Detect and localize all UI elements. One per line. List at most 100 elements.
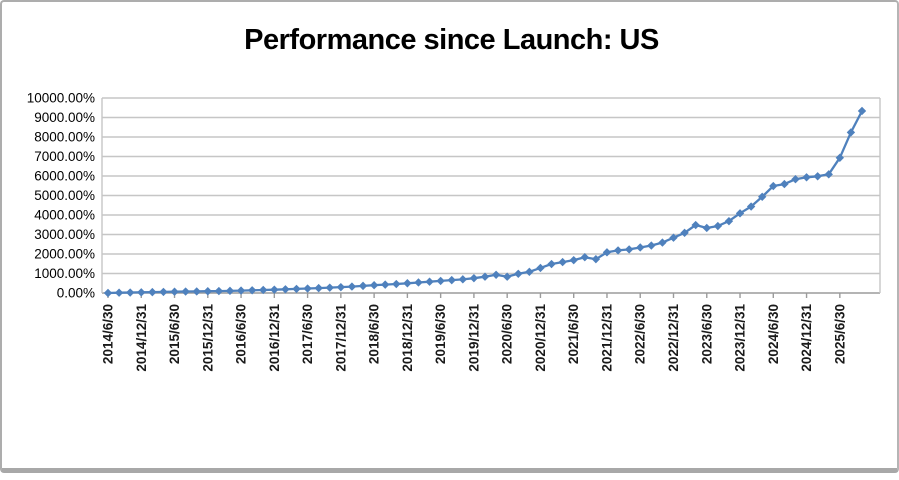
x-axis-tick-label: 2017/6/30: [300, 304, 315, 364]
data-point-marker: [724, 216, 734, 226]
data-point-marker: [624, 245, 634, 254]
series-line: [107, 110, 864, 295]
chart-title: Performance since Launch: US: [244, 24, 659, 56]
y-axis-tick-label: 8000.00%: [34, 130, 95, 145]
data-point-marker: [813, 172, 822, 181]
x-axis-tick-label: 2020/12/31: [533, 304, 548, 372]
data-point-marker: [347, 282, 357, 291]
x-axis-tick-label: 2019/12/31: [466, 304, 481, 372]
data-point-marker: [480, 272, 490, 281]
y-axis-tick-label: 6000.00%: [34, 169, 95, 184]
data-point-marker: [148, 287, 157, 297]
data-point-marker: [469, 273, 479, 283]
x-axis-tick-label: 2024/6/30: [766, 304, 781, 364]
x-axis-tick-label: 2019/6/30: [433, 304, 448, 364]
data-point-marker: [580, 253, 589, 262]
x-axis-tick-label: 2021/6/30: [566, 304, 581, 364]
y-axis-tick-label: 3000.00%: [34, 227, 95, 242]
x-axis-tick-label: 2016/12/31: [267, 304, 282, 372]
x-axis-tick-label: 2022/6/30: [633, 304, 648, 364]
data-point-marker: [735, 209, 745, 218]
y-axis-tick-label: 7000.00%: [34, 149, 95, 164]
data-point-marker: [403, 279, 412, 288]
data-point-marker: [491, 270, 501, 279]
data-point-marker: [647, 241, 656, 250]
data-point-marker: [392, 279, 401, 289]
x-axis-tick-label: 2025/6/30: [832, 304, 847, 364]
y-axis-tick-label: 9000.00%: [34, 110, 95, 125]
y-axis-tick-label: 1000.00%: [34, 266, 95, 281]
data-point-marker: [114, 288, 124, 297]
data-point-marker: [591, 254, 601, 264]
x-axis-tick-label: 2024/12/31: [799, 304, 814, 372]
data-point-marker: [259, 285, 268, 295]
data-point-marker: [702, 223, 711, 233]
data-point-marker: [558, 257, 567, 267]
data-point-marker: [613, 246, 623, 255]
x-axis-tick-label: 2015/12/31: [200, 304, 215, 372]
data-point-marker: [414, 278, 423, 287]
x-axis-tick-label: 2023/6/30: [699, 304, 714, 364]
data-point-marker: [536, 263, 545, 273]
data-point-marker: [425, 277, 434, 286]
data-point-marker: [314, 283, 323, 293]
data-point-marker: [292, 284, 301, 294]
x-axis-tick-label: 2023/12/31: [733, 304, 748, 372]
data-point-marker: [658, 238, 667, 247]
y-axis-tick-label: 4000.00%: [34, 208, 95, 223]
x-axis-tick-label: 2021/12/31: [599, 304, 614, 372]
y-axis-tick-label: 0.00%: [57, 286, 95, 301]
data-point-marker: [636, 243, 645, 252]
data-point-marker: [336, 282, 346, 292]
x-axis-tick-label: 2014/6/30: [101, 304, 116, 364]
data-point-marker: [547, 259, 556, 269]
data-point-marker: [458, 275, 468, 284]
data-point-marker: [247, 286, 257, 295]
data-point-marker: [159, 287, 168, 297]
data-point-marker: [381, 280, 390, 289]
data-point-marker: [514, 269, 523, 278]
data-point-marker: [680, 228, 689, 238]
data-point-marker: [369, 281, 379, 290]
data-point-marker: [835, 153, 845, 162]
data-point-marker: [502, 272, 512, 281]
data-point-marker: [192, 287, 201, 296]
data-point-marker: [125, 288, 135, 297]
data-point-marker: [270, 285, 279, 294]
x-axis-tick-label: 2015/6/30: [167, 304, 182, 364]
data-point-marker: [214, 286, 224, 296]
x-axis-tick-label: 2020/6/30: [500, 304, 515, 364]
data-point-marker: [436, 276, 445, 286]
data-point-marker: [170, 287, 179, 296]
x-axis-tick-label: 2014/12/31: [134, 304, 149, 372]
data-point-marker: [824, 170, 833, 179]
data-point-marker: [525, 267, 534, 277]
data-point-marker: [769, 181, 778, 191]
data-point-marker: [447, 275, 456, 285]
data-point-marker: [281, 285, 290, 294]
data-point-marker: [325, 283, 334, 292]
data-point-marker: [137, 288, 146, 297]
data-point-marker: [602, 248, 612, 257]
data-point-marker: [358, 281, 368, 291]
data-point-marker: [758, 192, 767, 201]
data-point-marker: [802, 173, 811, 182]
data-point-marker: [203, 287, 212, 296]
y-axis-tick-label: 10000.00%: [27, 91, 95, 106]
x-axis-tick-label: 2016/6/30: [234, 304, 249, 364]
data-point-marker: [103, 288, 113, 298]
data-point-marker: [225, 286, 235, 296]
data-point-marker: [303, 284, 312, 293]
y-axis-tick-label: 2000.00%: [34, 247, 95, 262]
data-point-marker: [713, 221, 723, 231]
data-point-marker: [780, 179, 789, 189]
x-axis-tick-label: 2022/12/31: [666, 304, 681, 372]
data-point-marker: [569, 255, 578, 265]
data-point-marker: [669, 233, 678, 242]
x-axis-tick-label: 2018/12/31: [400, 304, 415, 372]
data-point-marker: [846, 128, 856, 137]
y-axis-tick-label: 5000.00%: [34, 188, 95, 203]
data-point-marker: [181, 287, 190, 296]
x-axis-tick-label: 2018/6/30: [367, 304, 382, 364]
